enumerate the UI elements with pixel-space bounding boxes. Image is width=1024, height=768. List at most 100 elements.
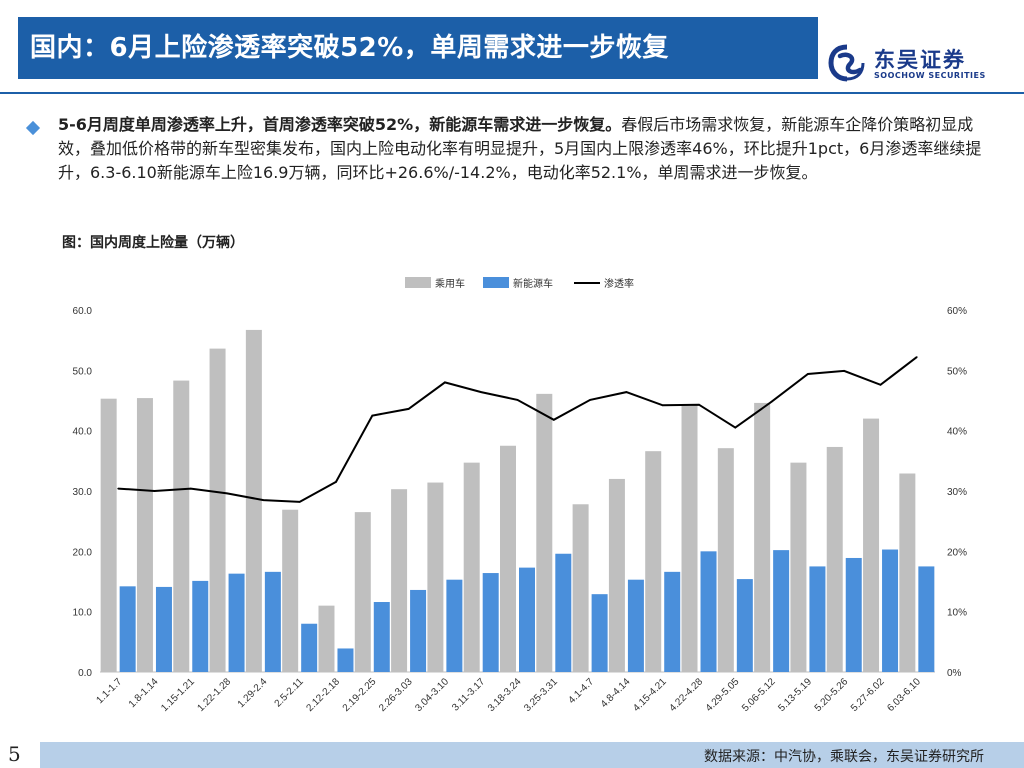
bar-passenger-car: [572, 504, 589, 672]
bar-passenger-car: [100, 398, 117, 672]
legend-swatch-passenger: [405, 277, 431, 288]
legend-label-passenger: 乘用车: [435, 277, 465, 290]
bar-nev: [373, 602, 390, 672]
y2-tick-label: 40%: [947, 427, 967, 438]
legend-label-nev: 新能源车: [513, 277, 553, 290]
bar-nev: [627, 579, 644, 672]
footer-bar: [40, 742, 1024, 768]
y-tick-label: 40.0: [73, 427, 93, 438]
point-penetration-rate: [516, 399, 519, 401]
x-tick-label: 2.5-2.11: [273, 676, 307, 710]
bar-nev: [119, 586, 136, 672]
bar-nev: [228, 573, 245, 672]
y2-tick-label: 10%: [947, 608, 967, 619]
bar-passenger-car: [173, 380, 190, 672]
point-penetration-rate: [444, 381, 446, 384]
bar-nev: [736, 579, 753, 672]
x-tick-label: 4.22-4.28: [667, 676, 705, 714]
bar-passenger-car: [536, 393, 553, 672]
point-penetration-rate: [553, 419, 555, 421]
y-tick-label: 10.0: [73, 608, 93, 619]
data-source: 数据来源：中汽协，乘联会，东吴证券研究所: [704, 749, 984, 765]
bar-passenger-car: [645, 451, 662, 672]
point-penetration-rate: [153, 490, 156, 492]
bar-passenger-car: [282, 509, 299, 672]
bar-passenger-car: [427, 482, 444, 672]
x-tick-label: 5.06-5.12: [740, 676, 778, 714]
point-penetration-rate: [661, 404, 664, 407]
point-penetration-rate: [698, 403, 700, 406]
page-title: 国内：6月上险渗透率突破52%，单周需求进一步恢复: [30, 33, 669, 63]
bar-nev: [809, 566, 826, 672]
y2-tick-label: 30%: [947, 487, 967, 498]
y-tick-label: 0.0: [78, 668, 92, 679]
y2-tick-label: 0%: [947, 668, 962, 679]
y2-tick-label: 50%: [947, 366, 967, 377]
x-tick-label: 5.27-6.02: [849, 676, 887, 714]
bar-nev: [301, 623, 318, 672]
bar-nev: [591, 594, 608, 672]
soochow-logo-icon: [828, 44, 865, 82]
bar-nev: [192, 580, 209, 672]
brand-logo: 东吴证券 SOOCHOW SECURITIES: [828, 44, 1018, 84]
y-tick-label: 50.0: [73, 366, 93, 377]
bar-nev: [845, 557, 862, 672]
bar-nev: [555, 553, 572, 672]
page-number: 5: [8, 742, 21, 766]
y-tick-label: 20.0: [73, 547, 93, 558]
bar-passenger-car: [826, 446, 843, 672]
point-penetration-rate: [298, 501, 301, 503]
point-penetration-rate: [625, 391, 628, 393]
x-tick-label: 2.12-2.18: [304, 676, 342, 714]
bar-passenger-car: [500, 445, 516, 672]
bar-passenger-car: [136, 398, 153, 672]
summary-paragraph: 5-6月周度单周渗透率上升，首周渗透率突破52%，新能源车需求进一步恢复。春假后…: [58, 113, 998, 185]
bar-nev: [337, 648, 354, 672]
x-tick-label: 1.22-1.28: [196, 676, 234, 714]
bar-passenger-car: [245, 329, 262, 672]
y-tick-label: 60.0: [73, 306, 93, 317]
header-divider: [0, 92, 1024, 94]
y2-tick-label: 20%: [947, 547, 967, 558]
bar-nev: [482, 573, 499, 672]
x-tick-label: 6.03-6.10: [885, 676, 923, 714]
point-penetration-rate: [589, 399, 591, 401]
x-tick-label: 4.8-4.14: [599, 676, 633, 710]
bar-nev: [410, 589, 427, 672]
x-tick-label: 4.29-5.05: [704, 676, 742, 714]
point-penetration-rate: [262, 499, 265, 501]
point-penetration-rate: [843, 370, 846, 372]
bar-passenger-car: [608, 478, 625, 672]
bar-passenger-car: [391, 489, 408, 672]
x-tick-label: 1.29-2.4: [236, 676, 270, 710]
bar-nev: [700, 551, 717, 672]
bar-nev: [264, 571, 281, 672]
point-penetration-rate: [226, 492, 228, 495]
y2-tick-label: 60%: [947, 306, 967, 317]
bar-nev: [664, 571, 681, 672]
x-tick-label: 2.19-2.25: [341, 676, 379, 714]
logo-chinese-name: 东吴证券: [874, 48, 966, 72]
x-tick-label: 4.15-4.21: [631, 676, 669, 714]
x-tick-label: 3.11-3.17: [450, 676, 487, 713]
bar-passenger-car: [717, 448, 734, 672]
legend-swatch-nev: [483, 277, 509, 288]
x-tick-label: 1.8-1.14: [127, 676, 161, 710]
summary-lead: 5-6月周度单周渗透率上升，首周渗透率突破52%，新能源车需求进一步恢复。: [58, 115, 622, 134]
bar-nev: [773, 550, 790, 672]
bar-nev: [918, 566, 935, 672]
point-penetration-rate: [770, 400, 773, 403]
x-tick-label: 3.04-3.10: [413, 676, 451, 714]
point-penetration-rate: [407, 408, 410, 410]
point-penetration-rate: [807, 373, 809, 375]
bar-passenger-car: [681, 404, 698, 672]
point-penetration-rate: [335, 481, 337, 483]
bar-passenger-car: [209, 348, 226, 672]
bar-passenger-car: [754, 402, 771, 672]
point-penetration-rate: [117, 487, 119, 490]
y-tick-label: 30.0: [73, 487, 93, 498]
point-penetration-rate: [916, 356, 918, 358]
bar-nev: [519, 567, 535, 672]
legend-label-rate: 渗透率: [604, 277, 634, 290]
logo-english-name: SOOCHOW SECURITIES: [874, 71, 986, 80]
